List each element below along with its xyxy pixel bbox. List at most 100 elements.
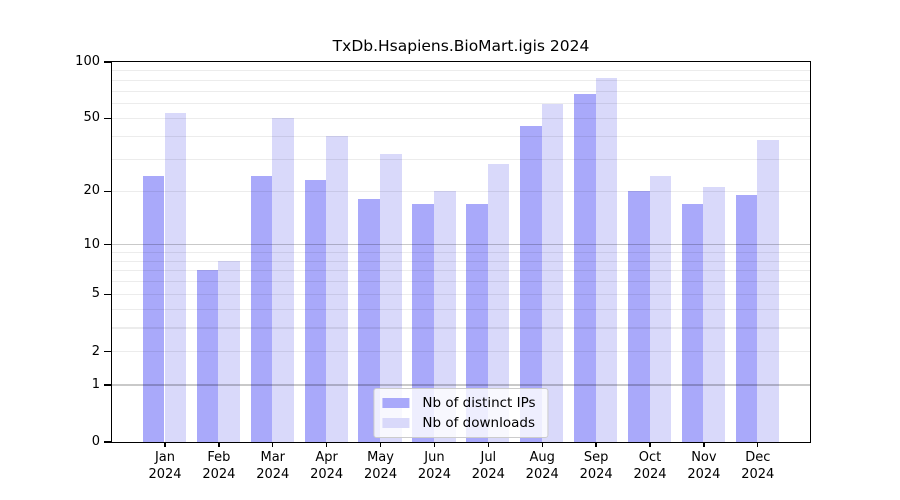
y-axis-tick: [104, 384, 111, 386]
bar-downloads: [757, 139, 779, 442]
bar-downloads: [326, 135, 348, 442]
bar-distinct-ips: [735, 194, 758, 442]
y-axis-tick: [104, 117, 111, 119]
x-axis-year: 2024: [525, 466, 559, 482]
x-axis-month: Sep: [583, 450, 609, 465]
minor-gridline: [112, 117, 810, 119]
bar-downloads: [595, 77, 618, 442]
x-axis-tick-label: Oct 2024: [622, 450, 678, 483]
legend-row-downloads: Nb of downloads: [382, 415, 535, 431]
bar-distinct-ips: [196, 270, 219, 442]
bar-distinct-ips: [250, 176, 273, 442]
x-axis-tick-label: Apr 2024: [299, 450, 355, 483]
bar-distinct-ips: [627, 190, 650, 442]
x-axis-tick: [379, 442, 382, 447]
x-axis-month: Jun: [424, 450, 445, 465]
y-axis-tick-label: 20: [83, 183, 100, 199]
x-axis-year: 2024: [310, 466, 344, 482]
x-axis-year: 2024: [687, 466, 721, 482]
minor-gridline: [112, 79, 810, 81]
bar-downloads: [380, 153, 402, 442]
x-axis-tick: [272, 442, 274, 447]
x-axis-month: Oct: [638, 450, 662, 465]
x-axis-month: Jul: [480, 450, 497, 465]
chart-title: TxDb.Hsapiens.BioMart.igis 2024: [332, 37, 590, 55]
x-axis-year: 2024: [633, 466, 667, 482]
x-axis-month: Mar: [260, 450, 286, 465]
y-axis-tick-label: 2: [91, 343, 100, 359]
minor-gridline: [112, 70, 810, 72]
x-axis-year: 2024: [579, 466, 613, 482]
legend-swatch-downloads: [382, 418, 410, 428]
plot-area: Nb of distinct IPs Nb of downloads: [111, 61, 811, 443]
y-axis-tick: [104, 190, 111, 192]
x-axis-tick: [757, 442, 759, 447]
bar-downloads: [433, 190, 456, 442]
x-axis-tick-label: Jan 2024: [137, 450, 193, 483]
x-axis-tick: [487, 442, 489, 447]
minor-gridline: [112, 103, 810, 105]
y-axis-tick: [104, 441, 111, 443]
x-axis-year: 2024: [741, 466, 775, 482]
x-axis-year: 2024: [364, 466, 398, 482]
y-axis-tick: [104, 350, 111, 353]
y-axis-tick: [104, 293, 111, 296]
bar-downloads: [649, 176, 672, 442]
x-axis-month: Aug: [529, 450, 555, 465]
x-axis-month: Dec: [745, 450, 771, 465]
bar-downloads: [164, 113, 187, 442]
minor-gridline: [112, 158, 810, 160]
y-axis-tick: [104, 243, 111, 246]
x-axis-tick: [164, 442, 166, 447]
bar-distinct-ips: [142, 176, 165, 442]
y-axis-tick-label: 0: [91, 434, 100, 449]
x-axis-tick-label: Mar 2024: [245, 450, 301, 483]
x-axis-year: 2024: [256, 466, 290, 482]
bar-distinct-ips: [412, 203, 434, 442]
x-axis-tick: [649, 442, 651, 447]
bar-downloads: [703, 186, 725, 442]
x-axis-tick-label: Jun 2024: [406, 450, 462, 483]
bar-downloads: [218, 260, 240, 442]
x-axis-month: Feb: [207, 450, 231, 465]
x-axis-tick: [595, 442, 597, 447]
x-axis-tick: [433, 442, 436, 447]
y-axis-tick-label: 1: [91, 376, 100, 392]
bar-downloads: [272, 117, 294, 442]
x-axis-tick-label: Dec 2024: [730, 450, 786, 483]
bar-distinct-ips: [304, 179, 327, 442]
y-axis-tick: [104, 61, 111, 63]
x-axis-year: 2024: [417, 466, 451, 482]
x-axis-tick: [541, 442, 543, 447]
x-axis-tick-label: Feb 2024: [191, 450, 247, 483]
bar-downloads: [541, 104, 564, 442]
legend: Nb of distinct IPs Nb of downloads: [373, 388, 549, 438]
x-axis-month: May: [367, 450, 394, 465]
bar-distinct-ips: [520, 126, 542, 442]
legend-label-downloads: Nb of downloads: [422, 415, 535, 431]
x-axis-tick-label: Jul 2024: [460, 450, 516, 483]
bar-distinct-ips: [681, 203, 704, 442]
x-axis-year: 2024: [202, 466, 236, 482]
legend-row-distinct-ips: Nb of distinct IPs: [382, 395, 536, 411]
x-axis-tick-label: Aug 2024: [514, 450, 570, 483]
x-axis-month: Apr: [315, 450, 338, 465]
legend-label-distinct-ips: Nb of distinct IPs: [422, 395, 536, 411]
x-axis-year: 2024: [471, 466, 505, 482]
y-axis-tick-label: 10: [83, 236, 100, 252]
x-axis-tick: [218, 442, 220, 447]
x-axis-tick-label: May 2024: [353, 450, 409, 483]
bar-distinct-ips: [466, 203, 488, 442]
bar-distinct-ips: [574, 94, 596, 442]
x-axis-month: Nov: [691, 450, 717, 465]
x-axis-tick-label: Sep 2024: [568, 450, 624, 483]
x-axis-year: 2024: [148, 466, 182, 482]
y-axis-tick-label: 50: [83, 110, 100, 126]
y-axis-tick-label: 5: [91, 286, 100, 302]
y-axis-tick-label: 100: [75, 54, 100, 69]
legend-swatch-distinct-ips: [382, 398, 410, 408]
x-axis-tick: [703, 442, 705, 447]
minor-gridline: [112, 90, 810, 92]
minor-gridline: [112, 135, 810, 137]
